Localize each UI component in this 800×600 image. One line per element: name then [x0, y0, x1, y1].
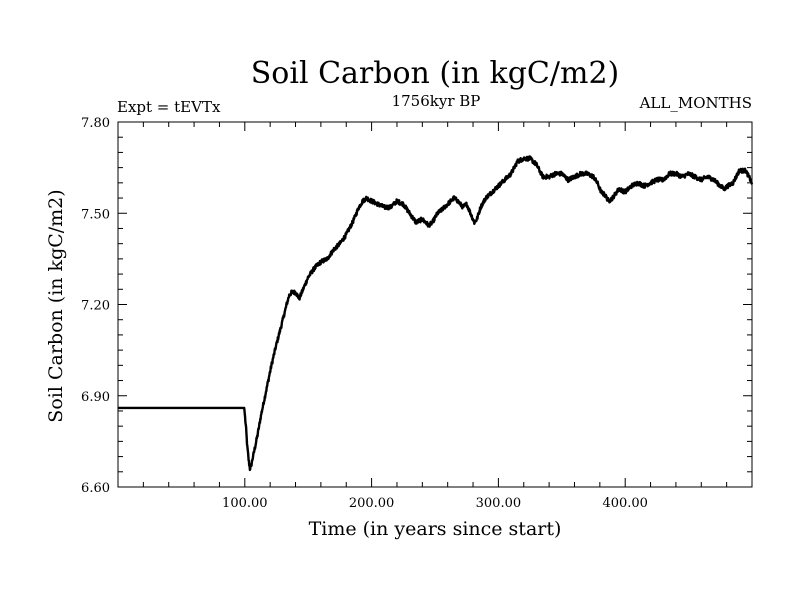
data-series-noise — [117, 155, 754, 472]
axes: 100.00 200.00 300.00 400.00 6.60 6.90 7.20 7.50… — [81, 116, 753, 511]
period-label: 1756kyr BP — [392, 92, 481, 110]
experiment-label: Expt = tEVTx — [117, 98, 221, 116]
y-tick-label: 6.60 — [81, 481, 110, 496]
y-tick-label: 7.80 — [81, 116, 110, 131]
data-series-line — [118, 157, 753, 472]
x-axis-label: Time (in years since start) — [309, 518, 562, 540]
y-axis-label: Soil Carbon (in kgC/m2) — [45, 189, 67, 422]
y-tick-label: 6.90 — [81, 390, 110, 405]
x-tick-label: 100.00 — [222, 496, 268, 511]
x-tick-label: 400.00 — [602, 496, 648, 511]
y-tick-label: 7.50 — [81, 207, 110, 222]
plot-area — [117, 155, 754, 472]
chart-title: Soil Carbon (in kgC/m2) — [251, 56, 619, 91]
x-tick-label: 200.00 — [349, 496, 395, 511]
x-tick-label: 300.00 — [476, 496, 522, 511]
months-label: ALL_MONTHS — [639, 94, 752, 112]
y-tick-label: 7.20 — [81, 299, 110, 314]
